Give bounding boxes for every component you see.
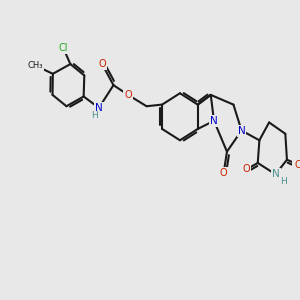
Text: N: N bbox=[210, 116, 218, 126]
Text: N: N bbox=[95, 103, 103, 113]
Text: O: O bbox=[295, 160, 300, 170]
Text: O: O bbox=[98, 59, 106, 69]
Text: O: O bbox=[220, 168, 227, 178]
Text: H: H bbox=[280, 177, 287, 186]
Text: H: H bbox=[92, 111, 98, 120]
Text: Cl: Cl bbox=[58, 43, 68, 53]
Text: N: N bbox=[238, 125, 245, 136]
Text: O: O bbox=[124, 90, 132, 100]
Text: CH₃: CH₃ bbox=[28, 61, 44, 70]
Text: N: N bbox=[272, 169, 280, 179]
Text: O: O bbox=[243, 164, 250, 175]
